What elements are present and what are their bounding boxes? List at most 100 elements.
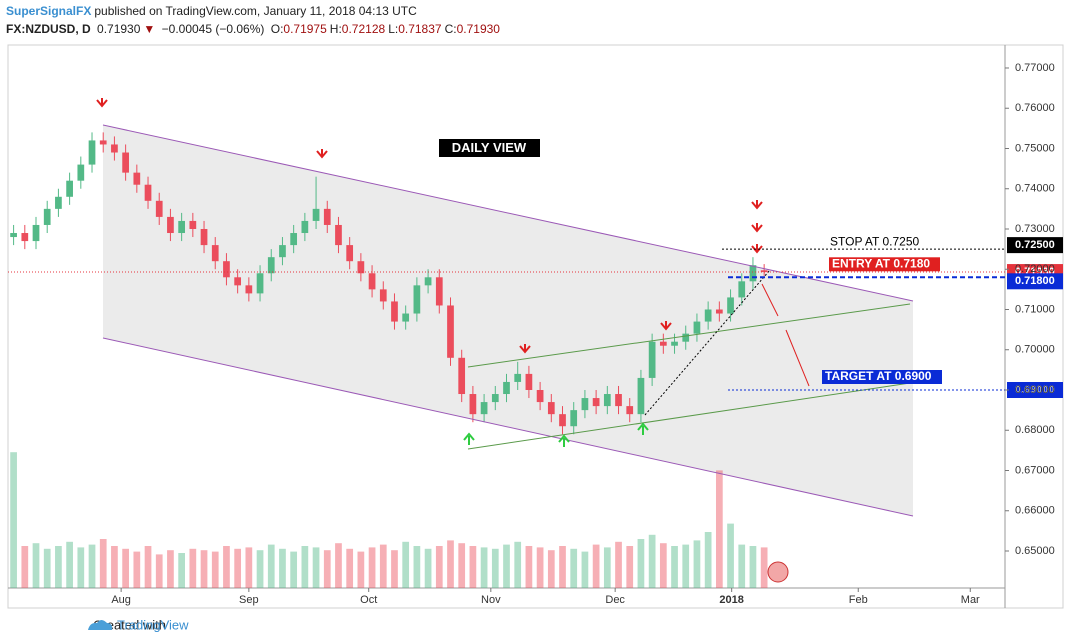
candle-body: [402, 313, 410, 322]
volume-bar: [413, 546, 421, 588]
candle-body: [10, 233, 17, 238]
candle-body: [581, 398, 589, 411]
candle-body: [760, 270, 768, 273]
volume-bar: [581, 551, 589, 588]
arrow-line: [761, 283, 779, 317]
volume-bar: [727, 523, 734, 588]
up-arrow: [637, 422, 649, 435]
candle-body: [693, 321, 701, 334]
candle-body: [335, 224, 342, 246]
change: −0.00045 (−0.06%): [161, 22, 265, 36]
y-tick-label: 0.65000: [1015, 545, 1055, 557]
y-tick-label: 0.75000: [1015, 142, 1055, 154]
level-tag: [1007, 237, 1063, 254]
volume-bar: [738, 544, 746, 588]
volume-bar: [435, 546, 443, 588]
candle-body: [727, 297, 734, 314]
x-tick-label: Sep: [239, 594, 259, 606]
volume-bar: [760, 547, 768, 588]
x-tick-label: Feb: [849, 594, 868, 606]
candle-body: [592, 398, 600, 407]
author[interactable]: SuperSignalFX: [6, 4, 92, 18]
candle-body: [245, 285, 253, 294]
level-name: TARGET AT 0.6900: [825, 369, 932, 383]
down-arrow: [96, 98, 108, 108]
volume-bar: [32, 543, 40, 588]
volume-bar: [491, 548, 499, 588]
flag-icon: [767, 561, 789, 583]
volume-bar: [615, 541, 622, 588]
y-tick-label: 0.68000: [1015, 424, 1055, 436]
candle-body: [346, 245, 354, 262]
candle-body: [111, 144, 118, 153]
candle-body: [301, 220, 309, 234]
rising-top: [467, 303, 911, 368]
volume-bar: [559, 546, 566, 588]
candle-body: [480, 402, 488, 415]
red-arrows: [96, 98, 810, 387]
candle-body: [391, 301, 398, 322]
candle-body: [267, 257, 275, 274]
candle-body: [637, 377, 645, 415]
symbol: FX:NZDUSD, D: [6, 22, 91, 36]
level-price-label: 0.71800: [1015, 275, 1055, 287]
volume-bar: [637, 539, 645, 588]
volume-bar: [279, 548, 286, 588]
level-price-label: 0.72500: [1015, 239, 1055, 251]
volume-bar: [122, 548, 129, 588]
channel-bottom: [102, 337, 914, 517]
candle-body: [447, 305, 454, 358]
volume-bar: [469, 546, 477, 588]
ohlc-key: C:: [444, 22, 457, 36]
volume-bar: [21, 546, 29, 588]
ohlc-value: 0.71975: [283, 22, 327, 36]
ohlc-value: 0.71837: [398, 22, 442, 36]
candle-body: [626, 406, 634, 415]
volume-bar: [357, 551, 365, 588]
footer-brand[interactable]: TradingView: [117, 617, 189, 632]
y-tick-label: 0.76000: [1015, 102, 1055, 114]
candle-body: [536, 390, 544, 403]
candle-body: [43, 208, 51, 225]
volume-bar: [368, 547, 376, 588]
candle-body: [671, 341, 678, 346]
candle-body: [66, 180, 73, 197]
volume-bar: [290, 551, 298, 588]
candle-body: [559, 414, 566, 427]
annotation: DAILY VIEW: [452, 140, 527, 155]
ohlc-key: L:: [388, 22, 399, 36]
volume-bar: [133, 551, 141, 588]
level-price-label: 0.69000: [1015, 384, 1055, 396]
volume-bar: [391, 550, 398, 588]
candle-body: [133, 172, 141, 185]
volume-bar: [301, 546, 309, 588]
candle-body: [290, 233, 298, 246]
level-tag: [1007, 273, 1063, 290]
volume-bar: [178, 553, 185, 588]
x-tick-label: Aug: [111, 594, 131, 606]
candle-body: [99, 140, 107, 145]
volume-bar: [43, 548, 51, 588]
volume-bar: [323, 550, 331, 588]
x-tick-label: Dec: [605, 594, 625, 606]
volume-bar: [312, 547, 320, 588]
volume-bar: [424, 548, 432, 588]
candle-body: [256, 273, 264, 294]
ohlc-value: 0.72128: [341, 22, 386, 36]
candle-body: [155, 200, 163, 217]
volume-bar: [211, 551, 219, 588]
up-arrow: [463, 432, 475, 445]
volume-bar: [55, 546, 62, 588]
candle-body: [167, 216, 174, 234]
candle-body: [77, 164, 85, 181]
y-tick-label: 0.69000: [1015, 384, 1055, 396]
volume-bar: [570, 548, 578, 588]
ohlc-value: 0.71930: [456, 22, 500, 36]
y-tick-label: 0.73000: [1015, 223, 1055, 235]
x-tick-label: 2018: [719, 594, 743, 606]
candle-body: [368, 273, 376, 290]
channel-top: [102, 124, 914, 302]
candle-body: [648, 341, 656, 378]
volume-bar: [749, 546, 757, 588]
